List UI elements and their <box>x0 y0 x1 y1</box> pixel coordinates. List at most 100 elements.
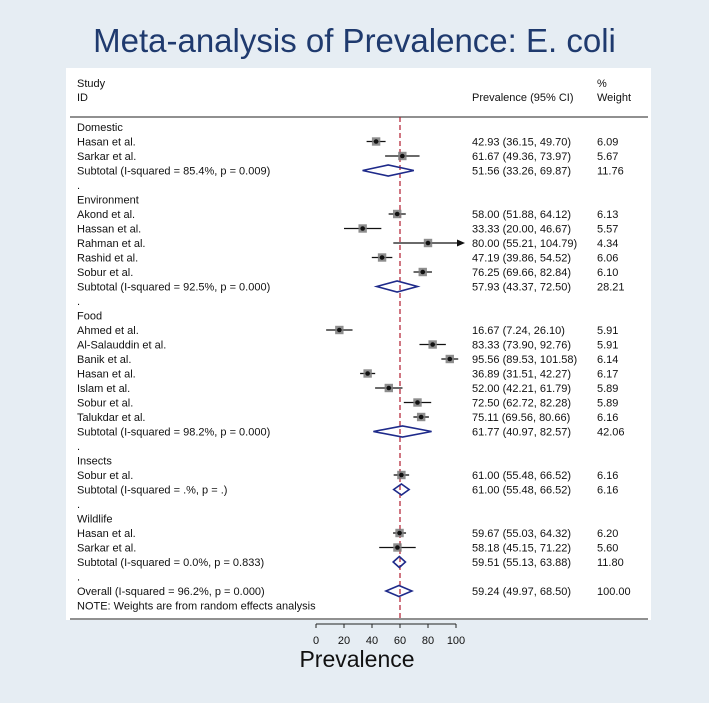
point-estimate <box>394 211 400 217</box>
weight-text: 5.60 <box>597 543 618 555</box>
study-label: Sarkar et al. <box>77 543 136 555</box>
point-estimate <box>399 472 404 478</box>
note-text: NOTE: Weights are from random effects an… <box>77 601 316 613</box>
ci-text: 95.56 (89.53, 101.58) <box>472 354 577 366</box>
ci-text: 57.93 (43.37, 72.50) <box>472 282 571 294</box>
point-estimate <box>386 385 392 391</box>
weight-text: 6.13 <box>597 209 618 221</box>
forest-row-study: Sobur et al. 72.50 (62.72, 82.28) 5.89 <box>77 398 618 410</box>
forest-row-dot: . <box>77 441 80 453</box>
forest-row-group: Environment <box>77 195 139 207</box>
weight-text: 5.57 <box>597 224 618 236</box>
forest-row-study: Hassan et al. 33.33 (20.00, 46.67) 5.57 <box>77 224 618 236</box>
weight-text: 100.00 <box>597 586 631 598</box>
weight-text: 5.89 <box>597 383 618 395</box>
forest-row-study: Rahman et al. 80.00 (55.21, 104.79) 4.34 <box>77 238 618 250</box>
forest-row-study: Talukdar et al. 75.11 (69.56, 80.66) 6.16 <box>77 412 618 424</box>
point-estimate <box>420 269 426 275</box>
forest-row-study: Hasan et al. 42.93 (36.15, 49.70) 6.09 <box>77 137 618 149</box>
study-label: Sobur et al. <box>77 470 133 482</box>
study-label: Hasan et al. <box>77 528 136 540</box>
study-label: Subtotal (I-squared = 0.0%, p = 0.833) <box>77 557 264 569</box>
forest-row-study: Rashid et al. 47.19 (39.86, 54.52) 6.06 <box>77 253 618 265</box>
pooled-diamond <box>373 280 421 293</box>
forest-row-dot: . <box>77 499 80 511</box>
ci-text: 52.00 (42.21, 61.79) <box>472 383 571 395</box>
point-estimate <box>373 139 379 144</box>
plot-panel <box>66 68 651 620</box>
x-tick-label: 0 <box>313 635 319 647</box>
x-axis-label: Prevalence <box>299 646 414 672</box>
weight-text: 6.09 <box>597 137 618 149</box>
ci-text: 58.00 (51.88, 64.12) <box>472 209 571 221</box>
forest-row-group: Wildlife <box>77 514 112 526</box>
study-label: Akond et al. <box>77 209 135 221</box>
ci-text: 61.00 (55.48, 66.52) <box>472 470 571 482</box>
group-label: Food <box>77 311 102 323</box>
x-tick-label: 40 <box>366 635 378 647</box>
forest-row-study: Sobur et al. 61.00 (55.48, 66.52) 6.16 <box>77 470 618 482</box>
x-tick-label: 80 <box>422 635 434 647</box>
header-study-label: Study <box>77 78 106 90</box>
weight-text: 6.16 <box>597 485 618 497</box>
study-label: . <box>77 296 80 308</box>
forest-row-study: Sarkar et al. 58.18 (45.15, 71.22) 5.60 <box>77 543 618 555</box>
x-tick-label: 100 <box>447 635 465 647</box>
forest-row-note: NOTE: Weights are from random effects an… <box>77 601 316 613</box>
forest-row-study: Al-Salauddin et al. 83.33 (73.90, 92.76) 5… <box>77 340 618 352</box>
study-label: Subtotal (I-squared = 92.5%, p = 0.000) <box>77 282 270 294</box>
point-estimate <box>400 153 405 159</box>
forest-row-study: Ahmed et al. 16.67 (7.24, 26.10) 5.91 <box>77 325 618 337</box>
point-estimate <box>365 371 370 376</box>
header-id-label: ID <box>77 92 88 104</box>
point-estimate <box>418 414 424 420</box>
rows-layer: Domestic Hasan et al. 42.93 (36.15, 49.70)… <box>70 116 648 620</box>
study-label: Hasan et al. <box>77 369 136 381</box>
ci-text: 61.77 (40.97, 82.57) <box>472 427 571 439</box>
study-label: . <box>77 441 80 453</box>
weight-text: 5.67 <box>597 151 618 163</box>
ci-text: 16.67 (7.24, 26.10) <box>472 325 565 337</box>
forest-row-study: Sarkar et al. 61.67 (49.36, 73.97) 5.67 <box>77 151 618 163</box>
forest-row-subtotal: Subtotal (I-squared = 98.2%, p = 0.000) 6… <box>77 425 625 439</box>
ci-text: 36.89 (31.51, 42.27) <box>472 369 571 381</box>
ci-text: 58.18 (45.15, 71.22) <box>472 543 571 555</box>
study-label: Al-Salauddin et al. <box>77 340 166 352</box>
forest-row-group: Domestic <box>77 122 123 134</box>
header-weight: Weight <box>597 92 632 104</box>
ci-text: 47.19 (39.86, 54.52) <box>472 253 571 265</box>
study-label: Hasan et al. <box>77 137 136 149</box>
weight-text: 28.21 <box>597 282 625 294</box>
forest-row-dot: . <box>77 180 80 192</box>
ci-text: 33.33 (20.00, 46.67) <box>472 224 571 236</box>
group-label: Wildlife <box>77 514 112 526</box>
ci-text: 75.11 (69.56, 80.66) <box>472 412 570 424</box>
weight-text: 5.91 <box>597 325 618 337</box>
weight-text: 11.80 <box>597 557 624 569</box>
x-axis: 0 20 40 60 80 100 <box>313 623 465 647</box>
pooled-diamond <box>391 555 407 569</box>
header-study: Study ID <box>77 77 105 105</box>
forest-row-study: Banik et al. 95.56 (89.53, 101.58) 6.14 <box>77 354 618 366</box>
forest-row-dot: . <box>77 296 80 308</box>
ci-text: 59.24 (49.97, 68.50) <box>472 586 571 598</box>
weight-text: 6.17 <box>597 369 618 381</box>
weight-text: 6.14 <box>597 354 618 366</box>
chart-title: Meta-analysis of Prevalence: E. coli <box>93 22 616 59</box>
header-ci: Prevalence (95% CI) <box>472 92 574 104</box>
x-tick-label: 20 <box>338 635 350 647</box>
study-label: Overall (I-squared = 96.2%, p = 0.000) <box>77 586 265 598</box>
pooled-diamond <box>392 483 411 496</box>
point-estimate <box>395 545 400 550</box>
study-label: Ahmed et al. <box>77 325 139 337</box>
ci-text: 51.56 (33.26, 69.87) <box>472 166 571 178</box>
point-estimate <box>337 327 342 333</box>
study-label: . <box>77 499 80 511</box>
ci-text: 42.93 (36.15, 49.70) <box>472 137 571 149</box>
ci-text: 83.33 (73.90, 92.76) <box>472 340 571 352</box>
ci-text: 59.51 (55.13, 63.88) <box>472 557 571 569</box>
study-label: Subtotal (I-squared = 85.4%, p = 0.009) <box>77 166 270 178</box>
study-label: . <box>77 572 80 584</box>
study-label: Islam et al. <box>77 383 130 395</box>
weight-text: 6.10 <box>597 267 618 279</box>
